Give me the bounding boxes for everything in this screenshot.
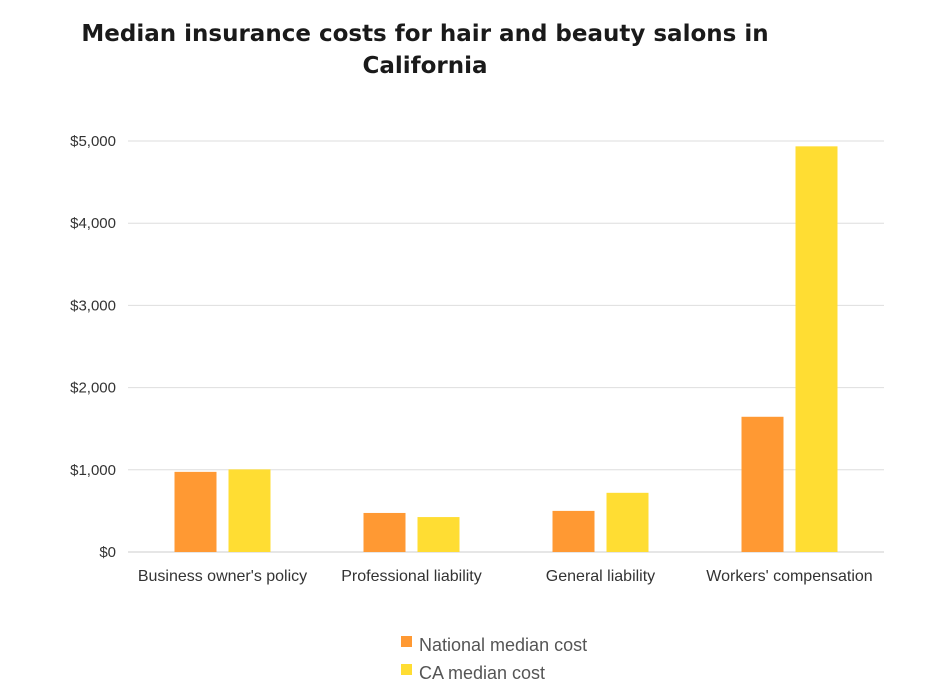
y-tick-label: $3,000: [70, 297, 116, 314]
legend-label: National median cost: [419, 635, 587, 655]
x-tick-label: General liability: [546, 568, 655, 585]
legend: National median cost CA median cost: [401, 635, 587, 683]
chart-title: Median insurance costs for hair and beau…: [81, 21, 769, 79]
bar: [741, 416, 784, 552]
y-tick-label: $5,000: [70, 133, 116, 150]
x-tick-label: Business owner's policy: [138, 568, 307, 585]
legend-swatch: [401, 636, 412, 647]
x-tick-label: Professional liability: [341, 568, 482, 585]
bar: [228, 469, 271, 552]
x-tick-label: Workers' compensation: [706, 568, 872, 585]
y-axis: $0 $1,000 $2,000 $3,000 $4,000 $5,000: [70, 133, 116, 561]
legend-swatch: [401, 664, 412, 675]
bar: [606, 492, 649, 552]
bar: [417, 517, 460, 552]
bar: [363, 512, 406, 552]
x-axis: Business owner's policy Professional liab…: [138, 568, 873, 585]
y-tick-label: $1,000: [70, 462, 116, 479]
y-tick-label: $0: [99, 544, 116, 561]
bar: [795, 146, 838, 552]
bar: [552, 510, 595, 552]
legend-label: CA median cost: [419, 663, 545, 683]
bars: [174, 146, 838, 552]
y-tick-label: $2,000: [70, 380, 116, 397]
y-tick-label: $4,000: [70, 215, 116, 232]
bar: [174, 471, 217, 552]
